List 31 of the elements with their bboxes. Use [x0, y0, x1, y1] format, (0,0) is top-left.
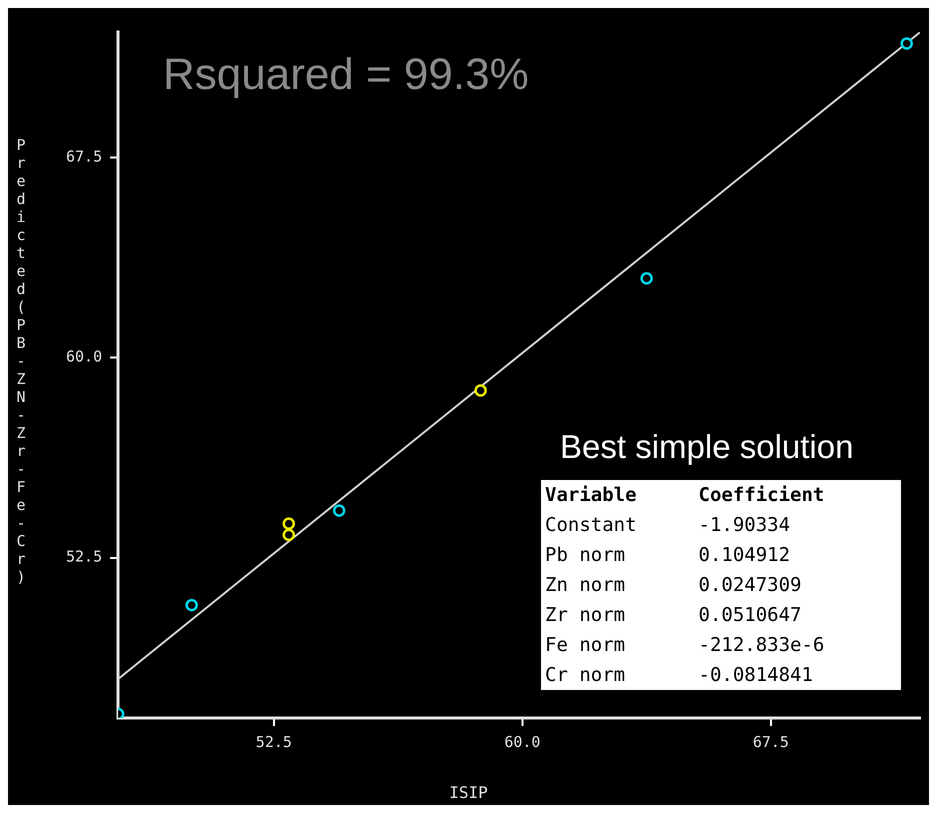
point [332, 504, 346, 517]
annotation: Rsquared = 99.3% [163, 50, 529, 100]
y-tick-label: 60.0 [66, 348, 102, 366]
point [640, 272, 653, 285]
x-axis-title: ISIP [448, 783, 489, 802]
annotation: -212.833e-6 [698, 633, 826, 658]
annotation: -1.90334 [698, 513, 792, 538]
annotation: Coefficient [698, 483, 826, 508]
y-axis-title: Predicted(PB-ZN-Zr-Fe-Cr) [12, 136, 30, 586]
point [282, 517, 296, 530]
x-tick-label: 60.0 [504, 732, 540, 751]
annotation: Fe norm [544, 633, 626, 658]
point [282, 528, 296, 542]
annotation: Cr norm [544, 663, 626, 688]
annotation: 0.0247309 [698, 573, 802, 598]
annotation: Zn norm [544, 573, 626, 598]
annotation: Zr norm [544, 603, 626, 628]
annotation: Best simple solution [560, 428, 854, 466]
x-tick-label: 52.5 [256, 732, 292, 751]
point [900, 37, 913, 50]
annotation: Pb norm [544, 543, 626, 568]
annotation: -0.0814841 [698, 663, 814, 688]
x-tick-label: 67.5 [752, 732, 789, 751]
annotation: 0.104912 [698, 543, 792, 568]
y-tick-label: 52.5 [66, 548, 102, 566]
annotation: Constant [544, 513, 638, 538]
point [185, 598, 198, 612]
annotation: Variable [544, 483, 638, 508]
point [474, 384, 487, 397]
y-tick-label: 67.5 [66, 147, 102, 166]
annotation: 0.0510647 [698, 603, 802, 628]
